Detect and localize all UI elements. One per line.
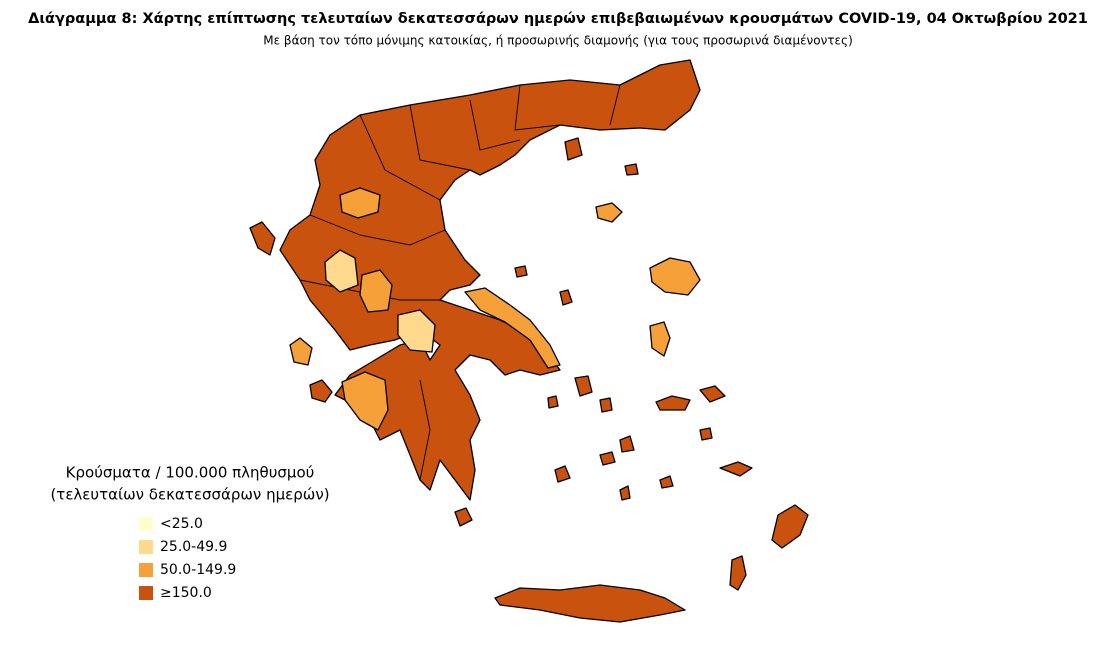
region [719, 461, 753, 477]
legend-swatch [139, 563, 153, 577]
region [564, 137, 583, 161]
legend-label: 50.0-149.9 [160, 562, 236, 578]
region [494, 584, 686, 623]
border [514, 84, 561, 131]
region [659, 475, 674, 489]
legend-swatch [139, 586, 153, 600]
map [249, 59, 809, 623]
region [397, 309, 436, 353]
region [554, 465, 571, 483]
border [409, 104, 471, 171]
region [514, 265, 528, 278]
legend: <25.0 25.0-49.9 50.0-149.9 ≥150.0 [139, 516, 236, 601]
border [359, 114, 441, 201]
region [289, 337, 313, 366]
subtitle: Με βάση τον τόπο μόνιμης κατοικίας, ή πρ… [263, 34, 853, 48]
region [341, 371, 389, 431]
border [469, 99, 521, 151]
title: Διάγραμμα 8: Χάρτης επίπτωσης τελευταίων… [28, 11, 1088, 27]
border [419, 379, 431, 481]
region [599, 451, 616, 466]
region [699, 427, 713, 441]
legend-title: Κρούσματα / 100.000 πληθυσμού [66, 464, 315, 482]
region [729, 555, 747, 591]
region [599, 397, 613, 413]
region [464, 287, 561, 369]
region [359, 269, 393, 313]
region [339, 187, 381, 219]
region [559, 289, 573, 306]
legend-label: 25.0-49.9 [160, 539, 227, 555]
region [309, 379, 333, 403]
region [619, 435, 635, 453]
region [649, 321, 671, 357]
legend-swatch [139, 517, 153, 531]
region [324, 249, 359, 293]
border [609, 84, 621, 126]
region [771, 504, 809, 549]
region [699, 385, 726, 403]
legend-swatch [139, 540, 153, 554]
region [547, 395, 559, 409]
region [649, 257, 701, 296]
region [574, 375, 593, 397]
region [595, 202, 623, 223]
region [619, 485, 631, 501]
region [655, 395, 691, 411]
legend-label: <25.0 [160, 516, 203, 532]
region [454, 507, 473, 527]
region [249, 221, 276, 256]
legend-label: ≥150.0 [160, 585, 212, 601]
border [309, 214, 446, 246]
region [624, 163, 639, 176]
legend-title: (τελευταίων δεκατεσσάρων ημερών) [50, 486, 329, 504]
